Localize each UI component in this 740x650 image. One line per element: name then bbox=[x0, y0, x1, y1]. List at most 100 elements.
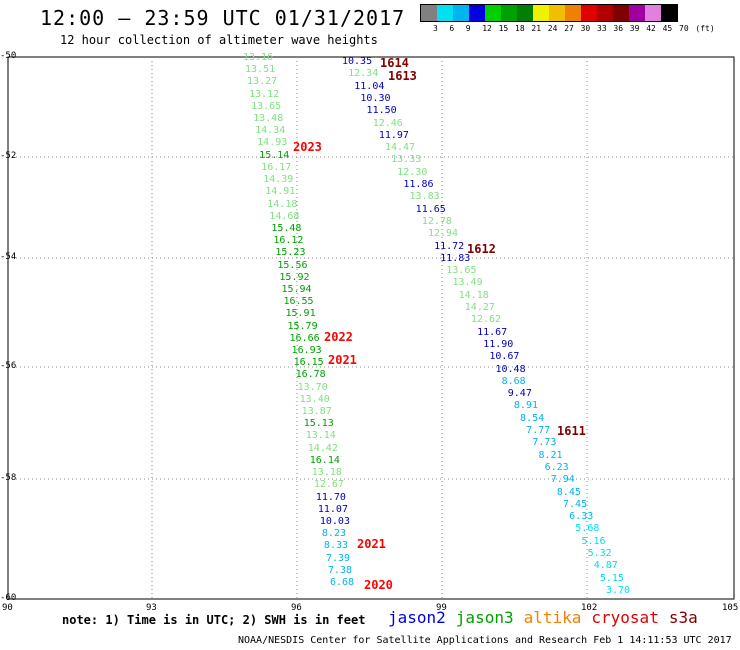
wave-height-value: 11.72 bbox=[434, 240, 465, 252]
legend-label: 3 bbox=[433, 24, 438, 33]
longitude-label: 102 bbox=[581, 603, 598, 613]
wave-height-value: 5.15 bbox=[599, 572, 624, 584]
legend-label: 24 bbox=[547, 24, 558, 33]
legend-swatch bbox=[421, 5, 437, 21]
wave-height-value: 10.48 bbox=[495, 363, 526, 375]
wave-height-value: 3.70 bbox=[606, 585, 631, 596]
wave-height-value: 6.68 bbox=[330, 577, 355, 588]
legend-swatch bbox=[533, 5, 549, 21]
satellite-key: jason2 jason3 altika cryosat s3a bbox=[388, 608, 708, 627]
legend-label: (ft) bbox=[695, 24, 715, 33]
wave-height-value: 13.12 bbox=[249, 88, 280, 100]
footer-note: note: 1) Time is in UTC; 2) SWH is in fe… bbox=[62, 613, 366, 627]
wave-height-value: 4.87 bbox=[593, 560, 618, 572]
legend-swatch bbox=[517, 5, 533, 21]
wave-height-value: 8.23 bbox=[321, 528, 346, 540]
wave-height-value: 14.18 bbox=[458, 289, 489, 301]
satellite-name: s3a bbox=[668, 608, 698, 627]
wave-height-value: 10.03 bbox=[319, 515, 350, 527]
wave-height-value: 8.33 bbox=[323, 540, 349, 552]
wave-height-value: 11.04 bbox=[354, 80, 385, 92]
legend-label: 70 bbox=[679, 24, 689, 33]
wave-height-value: 11.90 bbox=[483, 338, 514, 350]
wave-height-value: 14.42 bbox=[307, 442, 338, 454]
wave-height-value: 13.18 bbox=[311, 467, 342, 479]
pass-number-label: 2021 bbox=[328, 353, 357, 367]
legend-swatch bbox=[581, 5, 597, 21]
wave-height-value: 7.94 bbox=[550, 474, 575, 486]
wave-height-value: 14.91 bbox=[265, 186, 296, 198]
wave-height-value: 7.73 bbox=[532, 437, 557, 449]
wave-height-value: 11.50 bbox=[366, 105, 397, 117]
map-title: 12:00 – 23:59 UTC 01/31/2017 bbox=[40, 6, 406, 30]
wave-height-value: 10.30 bbox=[360, 92, 391, 104]
satellite-name: altika bbox=[523, 608, 582, 627]
legend-swatch bbox=[645, 5, 661, 21]
wave-height-value: 11.67 bbox=[477, 326, 508, 338]
pass-number-label: 1613 bbox=[388, 69, 417, 83]
wave-height-value: 10.35 bbox=[342, 56, 373, 67]
legend-label: 45 bbox=[662, 24, 673, 33]
legend-swatch bbox=[613, 5, 629, 21]
longitude-label: 90 bbox=[2, 603, 13, 613]
pass-number-label: 2023 bbox=[293, 140, 322, 154]
wave-height-value: 11.83 bbox=[440, 252, 471, 264]
wave-height-value: 6.33 bbox=[569, 511, 594, 523]
pass-number-label: 2022 bbox=[324, 330, 353, 344]
wave-height-value: 10.67 bbox=[489, 351, 520, 363]
latitude-label: -52 bbox=[0, 151, 17, 161]
wave-height-value: 13.51 bbox=[245, 64, 276, 76]
wave-height-value: 13.83 bbox=[409, 191, 440, 203]
wave-height-value: 15.91 bbox=[285, 308, 316, 320]
legend-label: 6 bbox=[449, 24, 455, 33]
wave-height-value: 12.30 bbox=[397, 166, 428, 178]
wave-height-value: 8.91 bbox=[513, 400, 538, 412]
wave-height-value: 8.45 bbox=[556, 486, 581, 498]
wave-height-value: 15.48 bbox=[271, 222, 302, 234]
wave-height-value: 16.55 bbox=[283, 296, 314, 308]
legend-label: 21 bbox=[531, 24, 542, 33]
pass-number-label: 2021 bbox=[357, 537, 386, 551]
satellite-name: jason3 bbox=[455, 608, 514, 627]
wave-height-value: 13.16 bbox=[243, 52, 274, 63]
wave-height-value: 13.65 bbox=[251, 100, 282, 112]
wave-height-value: 11.65 bbox=[415, 203, 446, 215]
longitude-label: 96 bbox=[291, 603, 302, 613]
wave-height-value: 11.86 bbox=[403, 179, 434, 191]
wave-height-value: 15.23 bbox=[275, 247, 306, 259]
legend-swatch bbox=[501, 5, 517, 21]
wave-height-value: 15.13 bbox=[303, 418, 334, 430]
wave-height-value: 8.54 bbox=[520, 412, 545, 424]
wave-height-value: 5.32 bbox=[587, 548, 612, 560]
wave-height-value: 14.93 bbox=[257, 137, 288, 149]
wave-height-value: 7.77 bbox=[526, 425, 551, 437]
wave-height-value: 13.65 bbox=[446, 265, 477, 277]
legend-label: 39 bbox=[629, 24, 640, 33]
wave-height-value: 15.79 bbox=[287, 320, 318, 332]
wave-height-color-legend bbox=[420, 4, 678, 22]
wave-height-value: 12.94 bbox=[427, 228, 459, 240]
legend-label: 15 bbox=[498, 24, 509, 33]
wave-height-value: 15.14 bbox=[259, 149, 290, 161]
longitude-label: 105 bbox=[722, 603, 739, 613]
legend-label: 42 bbox=[646, 24, 656, 33]
wave-height-value: 14.47 bbox=[384, 142, 416, 154]
latitude-label: -60 bbox=[0, 593, 17, 603]
legend-label: 9 bbox=[465, 24, 471, 33]
wave-height-value: 13.40 bbox=[299, 393, 330, 405]
latitude-label: -54 bbox=[0, 252, 17, 262]
latitude-label: -56 bbox=[0, 361, 17, 371]
map-subtitle: 12 hour collection of altimeter wave hei… bbox=[60, 33, 378, 47]
satellite-name: cryosat bbox=[591, 608, 659, 627]
wave-height-value: 15.92 bbox=[279, 271, 310, 283]
wave-height-value: 14.34 bbox=[255, 125, 286, 137]
legend-label: 33 bbox=[597, 24, 607, 33]
wave-height-value: 7.38 bbox=[327, 564, 353, 576]
pass-number-label: 1614 bbox=[380, 56, 409, 70]
wave-height-value: 15.94 bbox=[281, 283, 312, 295]
wave-height-value: 16.14 bbox=[309, 454, 340, 466]
wave-height-value: 8.21 bbox=[538, 449, 563, 461]
wave-height-value: 13.33 bbox=[391, 154, 422, 166]
wave-height-value: 15.56 bbox=[277, 259, 308, 271]
